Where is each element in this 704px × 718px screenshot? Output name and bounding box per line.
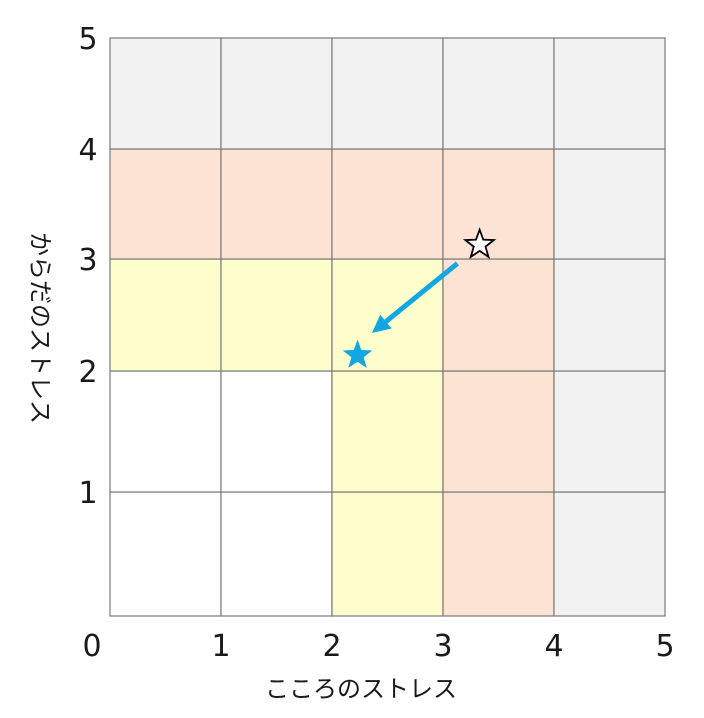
y-tick-label: 1	[78, 476, 97, 511]
grid-cell-pink	[331, 148, 444, 260]
grid-cell-gray	[553, 370, 666, 493]
x-tick-label: 1	[211, 629, 230, 664]
grid-cell-white	[220, 491, 333, 617]
grid-cell-pink	[442, 370, 555, 493]
grid-cell-pink	[220, 148, 333, 260]
grid-cell-white	[109, 491, 222, 617]
grid-cell-pink	[442, 148, 555, 260]
grid-cell-pink	[442, 258, 555, 372]
grid-cell-gray	[553, 148, 666, 260]
x-tick-label: 3	[433, 629, 452, 664]
y-tick-label: 5	[78, 22, 97, 57]
marks-layer	[342, 227, 497, 369]
y-tick-label: 2	[78, 355, 97, 390]
x-tick-label: 2	[322, 629, 341, 664]
arrow-head	[371, 314, 392, 333]
grid-cell-yellow	[331, 491, 444, 617]
y-tick-label: 3	[78, 243, 97, 278]
grid-cell-gray	[553, 258, 666, 372]
grid-cell-yellow	[220, 258, 333, 372]
x-tick-label: 5	[655, 629, 674, 664]
filled-star-point	[342, 339, 373, 369]
y-tick-label: 4	[78, 133, 97, 168]
y-axis-label: からだのストレス	[26, 232, 54, 424]
grid-cell-gray	[220, 37, 333, 150]
grid-cell-yellow	[331, 370, 444, 493]
grid-cell-white	[109, 370, 222, 493]
grid-cell-pink	[109, 148, 222, 260]
x-tick-label: 4	[544, 629, 563, 664]
ticks-layer: 0 1 2 3 4 5 1 2 3 4 5	[78, 22, 674, 664]
x-tick-label: 0	[82, 629, 101, 664]
cells-layer	[109, 37, 666, 617]
grid-cell-gray	[553, 37, 666, 150]
grid-cell-gray	[442, 37, 555, 150]
grid-cell-yellow	[109, 258, 222, 372]
outline-star-point	[462, 227, 497, 259]
grid-cell-pink	[442, 491, 555, 617]
grid-cell-gray	[109, 37, 222, 150]
grid-cell-gray	[553, 491, 666, 617]
arrow-shaft	[384, 261, 460, 324]
x-axis-label: こころのストレス	[265, 675, 457, 703]
grid-cell-white	[220, 370, 333, 493]
grid-cell-gray	[331, 37, 444, 150]
